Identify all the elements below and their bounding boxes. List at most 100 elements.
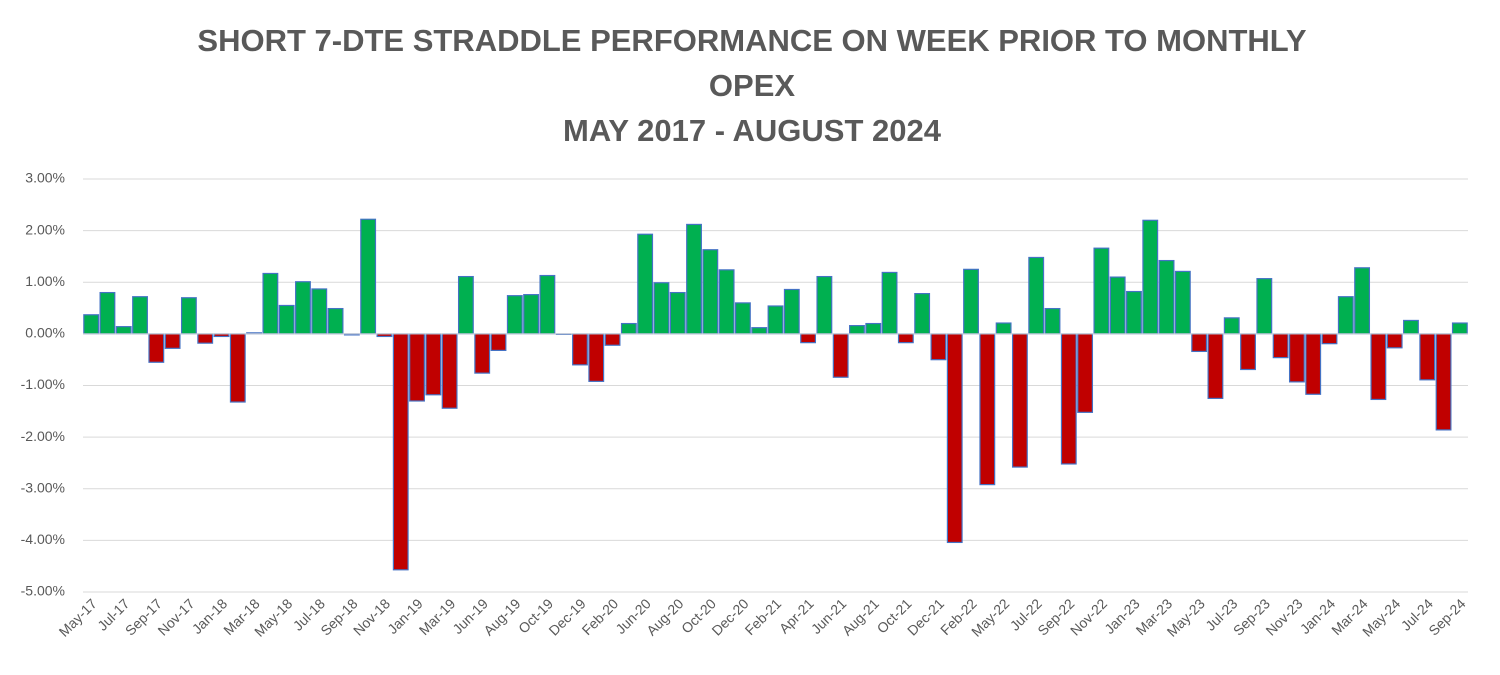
chart-title: MAY 2017 - AUGUST 2024 [563, 113, 942, 148]
y-tick-label: -1.00% [21, 376, 65, 392]
bar [1093, 247, 1110, 335]
x-tick-label: Aug-19 [480, 595, 523, 638]
bar [718, 269, 735, 335]
x-tick-label: Feb-21 [742, 595, 785, 638]
chart-title: OPEX [709, 68, 795, 103]
bar [83, 314, 100, 335]
bar [914, 293, 931, 335]
bar [148, 333, 165, 363]
bar [588, 333, 605, 382]
bar [653, 282, 670, 335]
bar [180, 297, 197, 335]
bar [930, 333, 947, 361]
bar [1419, 333, 1436, 381]
x-tick-label: Sep-24 [1425, 595, 1468, 638]
bar [441, 333, 458, 409]
bar [995, 322, 1012, 335]
bar [637, 233, 654, 335]
x-tick-label: Apr-21 [776, 595, 817, 636]
bar [1272, 333, 1289, 359]
bar [620, 322, 637, 335]
x-tick-label: Mar-19 [416, 595, 459, 638]
bar [1256, 278, 1273, 335]
bar [1191, 333, 1208, 353]
bar [539, 274, 556, 335]
bar [865, 322, 882, 335]
bar [686, 223, 702, 335]
bar [506, 295, 523, 335]
bar [360, 218, 377, 335]
bar [229, 333, 246, 403]
x-tick-label: Aug-20 [643, 595, 686, 638]
bar [392, 333, 409, 571]
bar [1288, 333, 1305, 383]
bar [311, 288, 328, 335]
bar [278, 304, 295, 335]
bar [295, 281, 311, 335]
bar [1109, 276, 1126, 335]
bar [1223, 317, 1240, 335]
bar [702, 249, 719, 335]
bar [164, 333, 181, 349]
y-tick-label: 0.00% [25, 325, 65, 341]
bar [767, 305, 784, 335]
bar [1451, 322, 1468, 335]
y-tick-label: 1.00% [25, 273, 65, 289]
x-tick-label: Dec-19 [545, 595, 588, 638]
bar [572, 333, 588, 366]
bar [1240, 333, 1256, 371]
bar [409, 333, 425, 402]
bar [99, 291, 116, 335]
x-tick-label: Nov-22 [1067, 595, 1110, 638]
y-tick-label: -2.00% [21, 428, 65, 444]
bar [751, 327, 768, 335]
bar [963, 268, 979, 335]
bar [783, 288, 800, 335]
bar [1305, 333, 1322, 395]
bar [946, 333, 963, 544]
x-tick-label: Nov-18 [350, 595, 393, 638]
bar [1011, 333, 1028, 468]
bar [979, 333, 996, 486]
x-tick-label: Nov-23 [1262, 595, 1305, 638]
bar [262, 272, 279, 335]
bar [800, 333, 817, 344]
y-tick-label: -4.00% [21, 531, 65, 547]
chart-title: SHORT 7-DTE STRADDLE PERFORMANCE ON WEEK… [197, 23, 1306, 58]
bar [523, 294, 540, 335]
bar [1158, 259, 1175, 335]
y-tick-label: 2.00% [25, 221, 65, 237]
y-tick-label: -5.00% [21, 583, 65, 599]
bar [1060, 333, 1077, 465]
bar [1403, 319, 1419, 335]
bar [1077, 333, 1094, 413]
bar [1354, 267, 1371, 335]
bar [197, 333, 214, 344]
bar [1337, 296, 1354, 335]
bar [1142, 219, 1159, 335]
y-tick-label: 3.00% [25, 170, 65, 186]
y-tick-label: -3.00% [21, 479, 65, 495]
bar [734, 302, 751, 335]
bar [490, 333, 507, 351]
bar [1386, 333, 1403, 349]
x-tick-label: Nov-17 [154, 595, 197, 638]
bar [457, 275, 474, 335]
bar [897, 333, 914, 344]
x-tick-label: Dec-20 [708, 595, 751, 638]
bar [1028, 256, 1045, 335]
bar [115, 326, 132, 335]
bar [604, 333, 621, 346]
bar [1207, 333, 1224, 400]
bar [1126, 290, 1142, 335]
bar [132, 296, 148, 335]
bar [832, 333, 849, 378]
x-tick-label: May-17 [56, 595, 100, 639]
x-tick-label: Aug-21 [839, 595, 882, 638]
x-tick-label: Feb-20 [579, 595, 622, 638]
bar [669, 291, 686, 335]
bar [327, 307, 344, 335]
x-tick-label: Dec-21 [904, 595, 947, 638]
bar [1044, 307, 1061, 335]
